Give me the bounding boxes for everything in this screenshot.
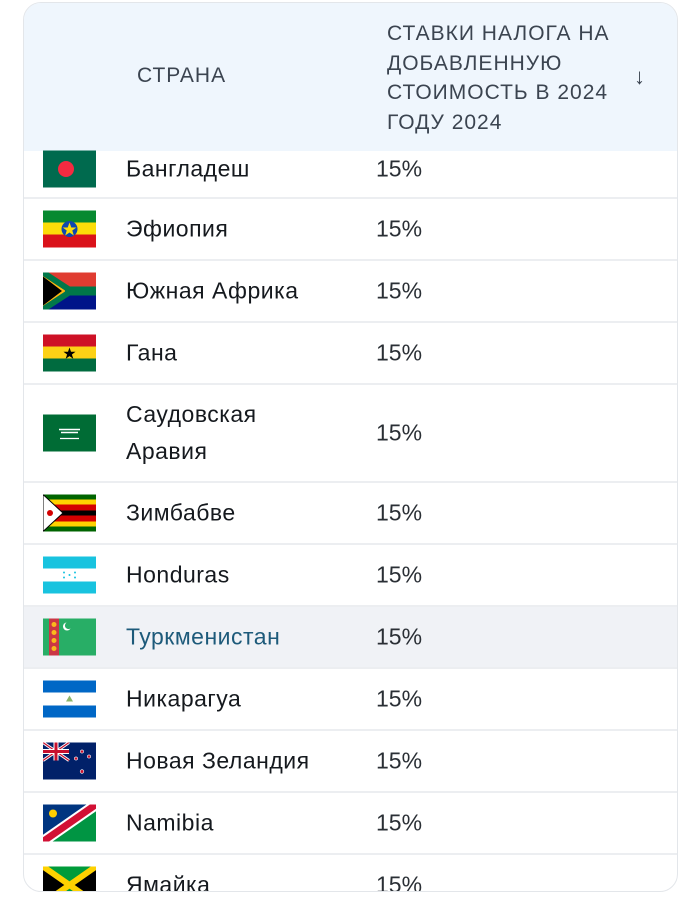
new-zealand-flag-icon <box>43 742 96 780</box>
table-row[interactable]: Honduras 15% <box>24 545 677 607</box>
country-name: Эфиопия <box>126 215 229 242</box>
country-name: Namibia <box>126 809 214 836</box>
table-row[interactable]: Эфиопия 15% <box>24 199 677 261</box>
country-name: Никарагуа <box>126 685 242 712</box>
vat-rate: 15% <box>376 561 423 588</box>
vat-rate: 15% <box>376 419 423 446</box>
vat-rate: 15% <box>376 871 423 892</box>
sort-arrow-down-icon[interactable]: ↓ <box>634 64 646 89</box>
country-name: Новая Зеландия <box>126 747 310 774</box>
vat-rate: 15% <box>376 499 423 526</box>
table-row[interactable]: Зимбабве 15% <box>24 483 677 545</box>
vat-rate: 15% <box>376 277 423 304</box>
vat-rate: 15% <box>376 747 423 774</box>
country-name: Honduras <box>126 561 230 588</box>
ghana-flag-icon <box>43 334 96 372</box>
column-header-country[interactable]: СТРАНА <box>137 64 227 87</box>
country-name: Бангладеш <box>126 155 250 182</box>
table-row[interactable]: Бангладеш 15% <box>24 150 677 199</box>
vat-rate: 15% <box>376 809 423 836</box>
country-name: Зимбабве <box>126 499 236 526</box>
table-row[interactable]: Южная Африка 15% <box>24 261 677 323</box>
table-row[interactable]: Ямайка 15% <box>24 855 677 892</box>
table-row[interactable]: Гана 15% <box>24 323 677 385</box>
saudi-arabia-flag-icon <box>43 414 96 452</box>
jamaica-flag-icon <box>43 866 96 891</box>
country-name[interactable]: Туркменистан <box>126 623 281 650</box>
country-name: Южная Африка <box>126 277 299 304</box>
vat-rate: 15% <box>376 685 423 712</box>
vat-table: СТРАНА СТАВКИ НАЛОГА НА ДОБАВЛЕННУЮ СТОИ… <box>23 2 678 892</box>
country-name: Ямайка <box>126 871 211 892</box>
nicaragua-flag-icon <box>43 680 96 718</box>
table-row[interactable]: Никарагуа 15% <box>24 669 677 731</box>
table-row[interactable]: Саудовская Аравия 15% <box>24 385 677 483</box>
ethiopia-flag-icon <box>43 210 96 248</box>
table-header: СТРАНА СТАВКИ НАЛОГА НА ДОБАВЛЕННУЮ СТОИ… <box>24 3 677 151</box>
bangladesh-flag-icon <box>43 150 96 188</box>
table-row[interactable]: Namibia 15% <box>24 793 677 855</box>
vat-rate: 15% <box>376 623 423 650</box>
namibia-flag-icon <box>43 804 96 842</box>
country-name: Гана <box>126 339 178 366</box>
vat-rate: 15% <box>376 155 423 182</box>
honduras-flag-icon <box>43 556 96 594</box>
table-row[interactable]: Туркменистан 15% <box>24 607 677 669</box>
vat-rate: 15% <box>376 215 423 242</box>
south-africa-flag-icon <box>43 272 96 310</box>
turkmenistan-flag-icon <box>43 618 96 656</box>
zimbabwe-flag-icon <box>43 494 96 532</box>
table-body: Бангладеш 15% Эфиопия 15% Южная Африка 1… <box>24 150 677 892</box>
table-row[interactable]: Новая Зеландия 15% <box>24 731 677 793</box>
column-header-vat[interactable]: СТАВКИ НАЛОГА НА ДОБАВЛЕННУЮ СТОИМОСТЬ В… <box>387 22 610 134</box>
vat-rate: 15% <box>376 339 423 366</box>
country-name: Саудовская Аравия <box>126 401 257 464</box>
